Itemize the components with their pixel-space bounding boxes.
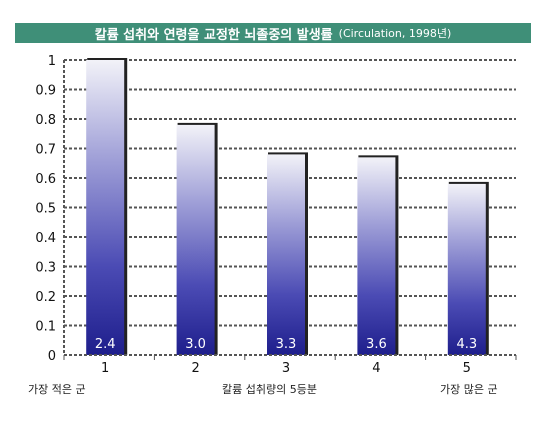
y-tick-label: 0.7 xyxy=(35,143,56,158)
y-tick-label: 0.8 xyxy=(35,113,56,128)
y-tick-label: 0 xyxy=(48,349,56,364)
bar-data-label: 4.3 xyxy=(456,337,477,352)
chart-title: 칼륨 섭취와 연령을 교정한 뇌졸중의 발생률 xyxy=(94,27,333,43)
y-tick-label: 0.2 xyxy=(35,290,56,305)
bar xyxy=(86,60,125,355)
y-tick-label: 0.1 xyxy=(35,320,56,335)
x-tick-label: 5 xyxy=(463,361,471,376)
bar xyxy=(176,124,215,356)
y-tick-label: 0.6 xyxy=(35,172,56,187)
y-tick-label: 0.5 xyxy=(35,202,56,217)
x-annotation-lowest-group: 가장 적은 군 xyxy=(28,383,86,396)
y-tick-label: 0.4 xyxy=(35,231,56,246)
x-axis-label: 칼륨 섭취량의 5등분 xyxy=(222,383,317,396)
axes: 0 0.1 0.2 0.3 0.4 0.5 0.6 0.7 0.8 0.9 1 1 2 3 4 5 xyxy=(35,54,517,376)
bar-data-label: 3.6 xyxy=(366,337,387,352)
chart-title-bar: 칼륨 섭취와 연령을 교정한 뇌졸중의 발생률 (Circulation, 19… xyxy=(15,23,531,43)
x-tick-label: 1 xyxy=(101,361,109,376)
bars: 2.4 3.0 3.3 3.6 4.3 xyxy=(86,58,489,356)
bar xyxy=(357,157,396,355)
chart-subtitle: (Circulation, 1998년) xyxy=(338,27,452,40)
bar-data-label: 3.3 xyxy=(276,337,297,352)
y-tick-label: 0.9 xyxy=(35,84,56,99)
bar xyxy=(267,154,305,355)
x-tick-label: 4 xyxy=(372,361,380,376)
y-tick-label: 0.3 xyxy=(35,261,56,276)
bar xyxy=(447,183,486,355)
bar-data-label: 3.0 xyxy=(185,337,206,352)
y-tick-label: 1 xyxy=(48,54,56,69)
x-tick-label: 2 xyxy=(191,361,199,376)
x-tick-label: 3 xyxy=(282,361,290,376)
x-annotation-highest-group: 가장 많은 군 xyxy=(440,383,498,396)
bar-data-label: 2.4 xyxy=(95,337,116,352)
